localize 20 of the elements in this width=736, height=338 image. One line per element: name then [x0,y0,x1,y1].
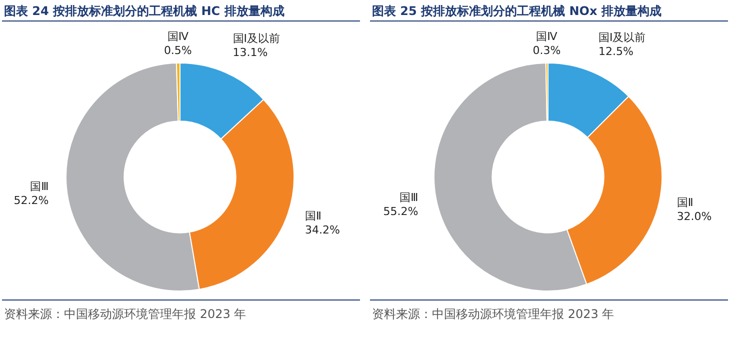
data-label: 0.5% [164,44,192,57]
slice-label: 国Ⅰ及以前 [232,32,280,46]
slice-label: 国Ⅱ [305,209,322,222]
text: 资料来源：中国移动源环境管理年报 2023 年 [4,307,246,321]
chart-title: 图表 25 按排放标准划分的工程机械 NOx 排放量构成 [372,4,662,18]
data-label: 0.3% [532,44,561,57]
data-label: 13.1% [232,46,268,60]
data-label: 12.5% [598,45,634,58]
text: 资料来源：中国移动源环境管理年报 2023 年 [372,307,614,321]
data-label: 34.2% [305,223,340,236]
slice-label: 国Ⅲ [30,180,49,194]
data-label: 55.2% [383,204,418,218]
data-label: 52.2% [14,194,49,208]
slice-label: 国Ⅰ及以前 [598,31,646,44]
chart-title: 图表 24 按排放标准划分的工程机械 HC 排放量构成 [4,4,284,18]
slice-label: 国Ⅱ [676,196,694,209]
data-label: 32.0% [676,210,712,223]
slice-label: 国Ⅳ [167,30,190,43]
slice-label: 国Ⅳ [536,30,558,43]
slice-label: 国Ⅲ [400,190,418,204]
